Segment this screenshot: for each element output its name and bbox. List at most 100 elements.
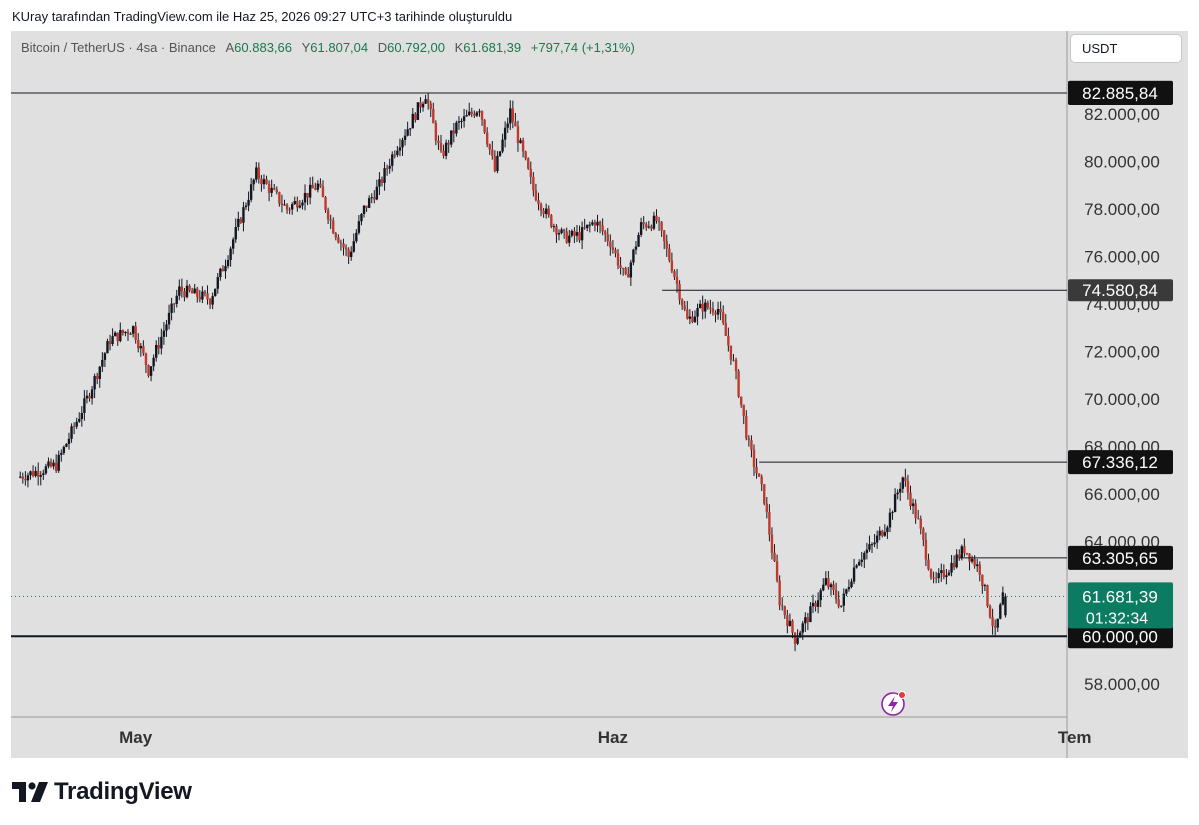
candle-body [883,532,887,536]
candle-body [134,326,137,340]
candle-body [811,602,815,607]
candle-body [321,186,325,198]
tradingview-logo-text: TradingView [54,778,192,805]
candle-body [244,205,248,208]
candle-body [722,312,725,323]
candle-body [611,247,615,250]
candle-body [142,345,145,354]
candle-body [224,266,227,272]
candle-body [301,202,304,206]
candle-body [516,126,520,144]
candle-body [822,584,825,591]
low-label: D [377,40,388,55]
candle-body [973,558,976,566]
candle-body [865,549,869,554]
candle-body [383,168,386,183]
candle-body [834,590,838,600]
candle-body [303,192,307,203]
candle-body [791,620,794,633]
price-tag [1068,81,1173,106]
candle-body [783,606,786,616]
candle-body [914,503,917,519]
candle-body [103,353,107,360]
candle-body [711,308,715,313]
y-tick-label: 58.000,00 [1084,675,1160,694]
candle-body [432,109,435,124]
candle-body [175,295,178,304]
high-label: Y [301,40,311,55]
candle-body [93,376,96,390]
candle-body [75,421,78,427]
candle-body [637,234,640,247]
candle-body [544,208,548,214]
candle-body [403,135,407,140]
candle-body [496,155,499,172]
candle-body [344,247,348,250]
candle-body [904,477,907,482]
candle-body [465,115,468,117]
candle-body [950,562,953,573]
candle-body [409,128,412,130]
candle-body [234,226,237,240]
candle-body [455,122,458,134]
candle-body [80,412,84,419]
candle-body [627,274,630,278]
candle-body [770,534,774,553]
candle-body [737,371,740,397]
candle-body [214,288,217,297]
price-tag-label: 63.305,65 [1082,549,1158,568]
x-tick-label: Haz [598,728,628,747]
candle-body [837,599,840,607]
candle-body [511,108,515,122]
candle-body [970,558,974,562]
y-tick-label: 80.000,00 [1084,153,1160,172]
candle-body [655,215,658,222]
candle-body [747,438,751,441]
candle-body [503,127,507,140]
candle-body [542,210,545,214]
candle-body [21,476,25,479]
candle-body [19,476,22,478]
y-tick-label: 70.000,00 [1084,390,1160,409]
candle-body [347,249,350,257]
candle-body [963,546,966,553]
tradingview-logo[interactable]: TradingView [12,778,192,806]
candle-body [298,205,302,208]
candle-body [570,230,574,236]
candle-body [932,577,935,579]
candle-body [52,462,55,467]
candle-body [619,265,622,268]
currency-button[interactable]: USDT [1070,34,1182,63]
candle-body [183,291,186,298]
candle-body [534,190,538,201]
candle-body [955,554,958,568]
candle-body [406,129,409,136]
lightning-icon-notification [898,691,906,699]
candle-body [952,562,956,568]
candle-body [565,231,568,243]
candle-body [670,260,674,272]
x-tick-label: Tem [1058,728,1092,747]
last-candle-body [1004,596,1007,616]
candle-body [893,494,897,513]
candle-body [629,262,633,278]
candle-body [775,561,779,581]
candle-body [796,637,799,644]
price-tag [1068,279,1173,302]
candle-body [886,527,889,533]
candle-body [314,188,317,190]
candle-body [290,204,294,210]
symbol-legend: Bitcoin / TetherUS · 4sa · Binance A60.8… [21,40,635,55]
candle-body [34,470,37,476]
candle-body [668,248,671,261]
candle-body [663,230,666,242]
candle-body [216,277,219,289]
candle-body [190,290,194,294]
candle-body [155,345,158,358]
candle-body [983,585,987,587]
candle-body [249,184,253,200]
candle-body [85,395,89,399]
lightning-icon[interactable] [881,691,906,716]
candle-body [524,151,527,159]
candle-body [442,150,445,156]
